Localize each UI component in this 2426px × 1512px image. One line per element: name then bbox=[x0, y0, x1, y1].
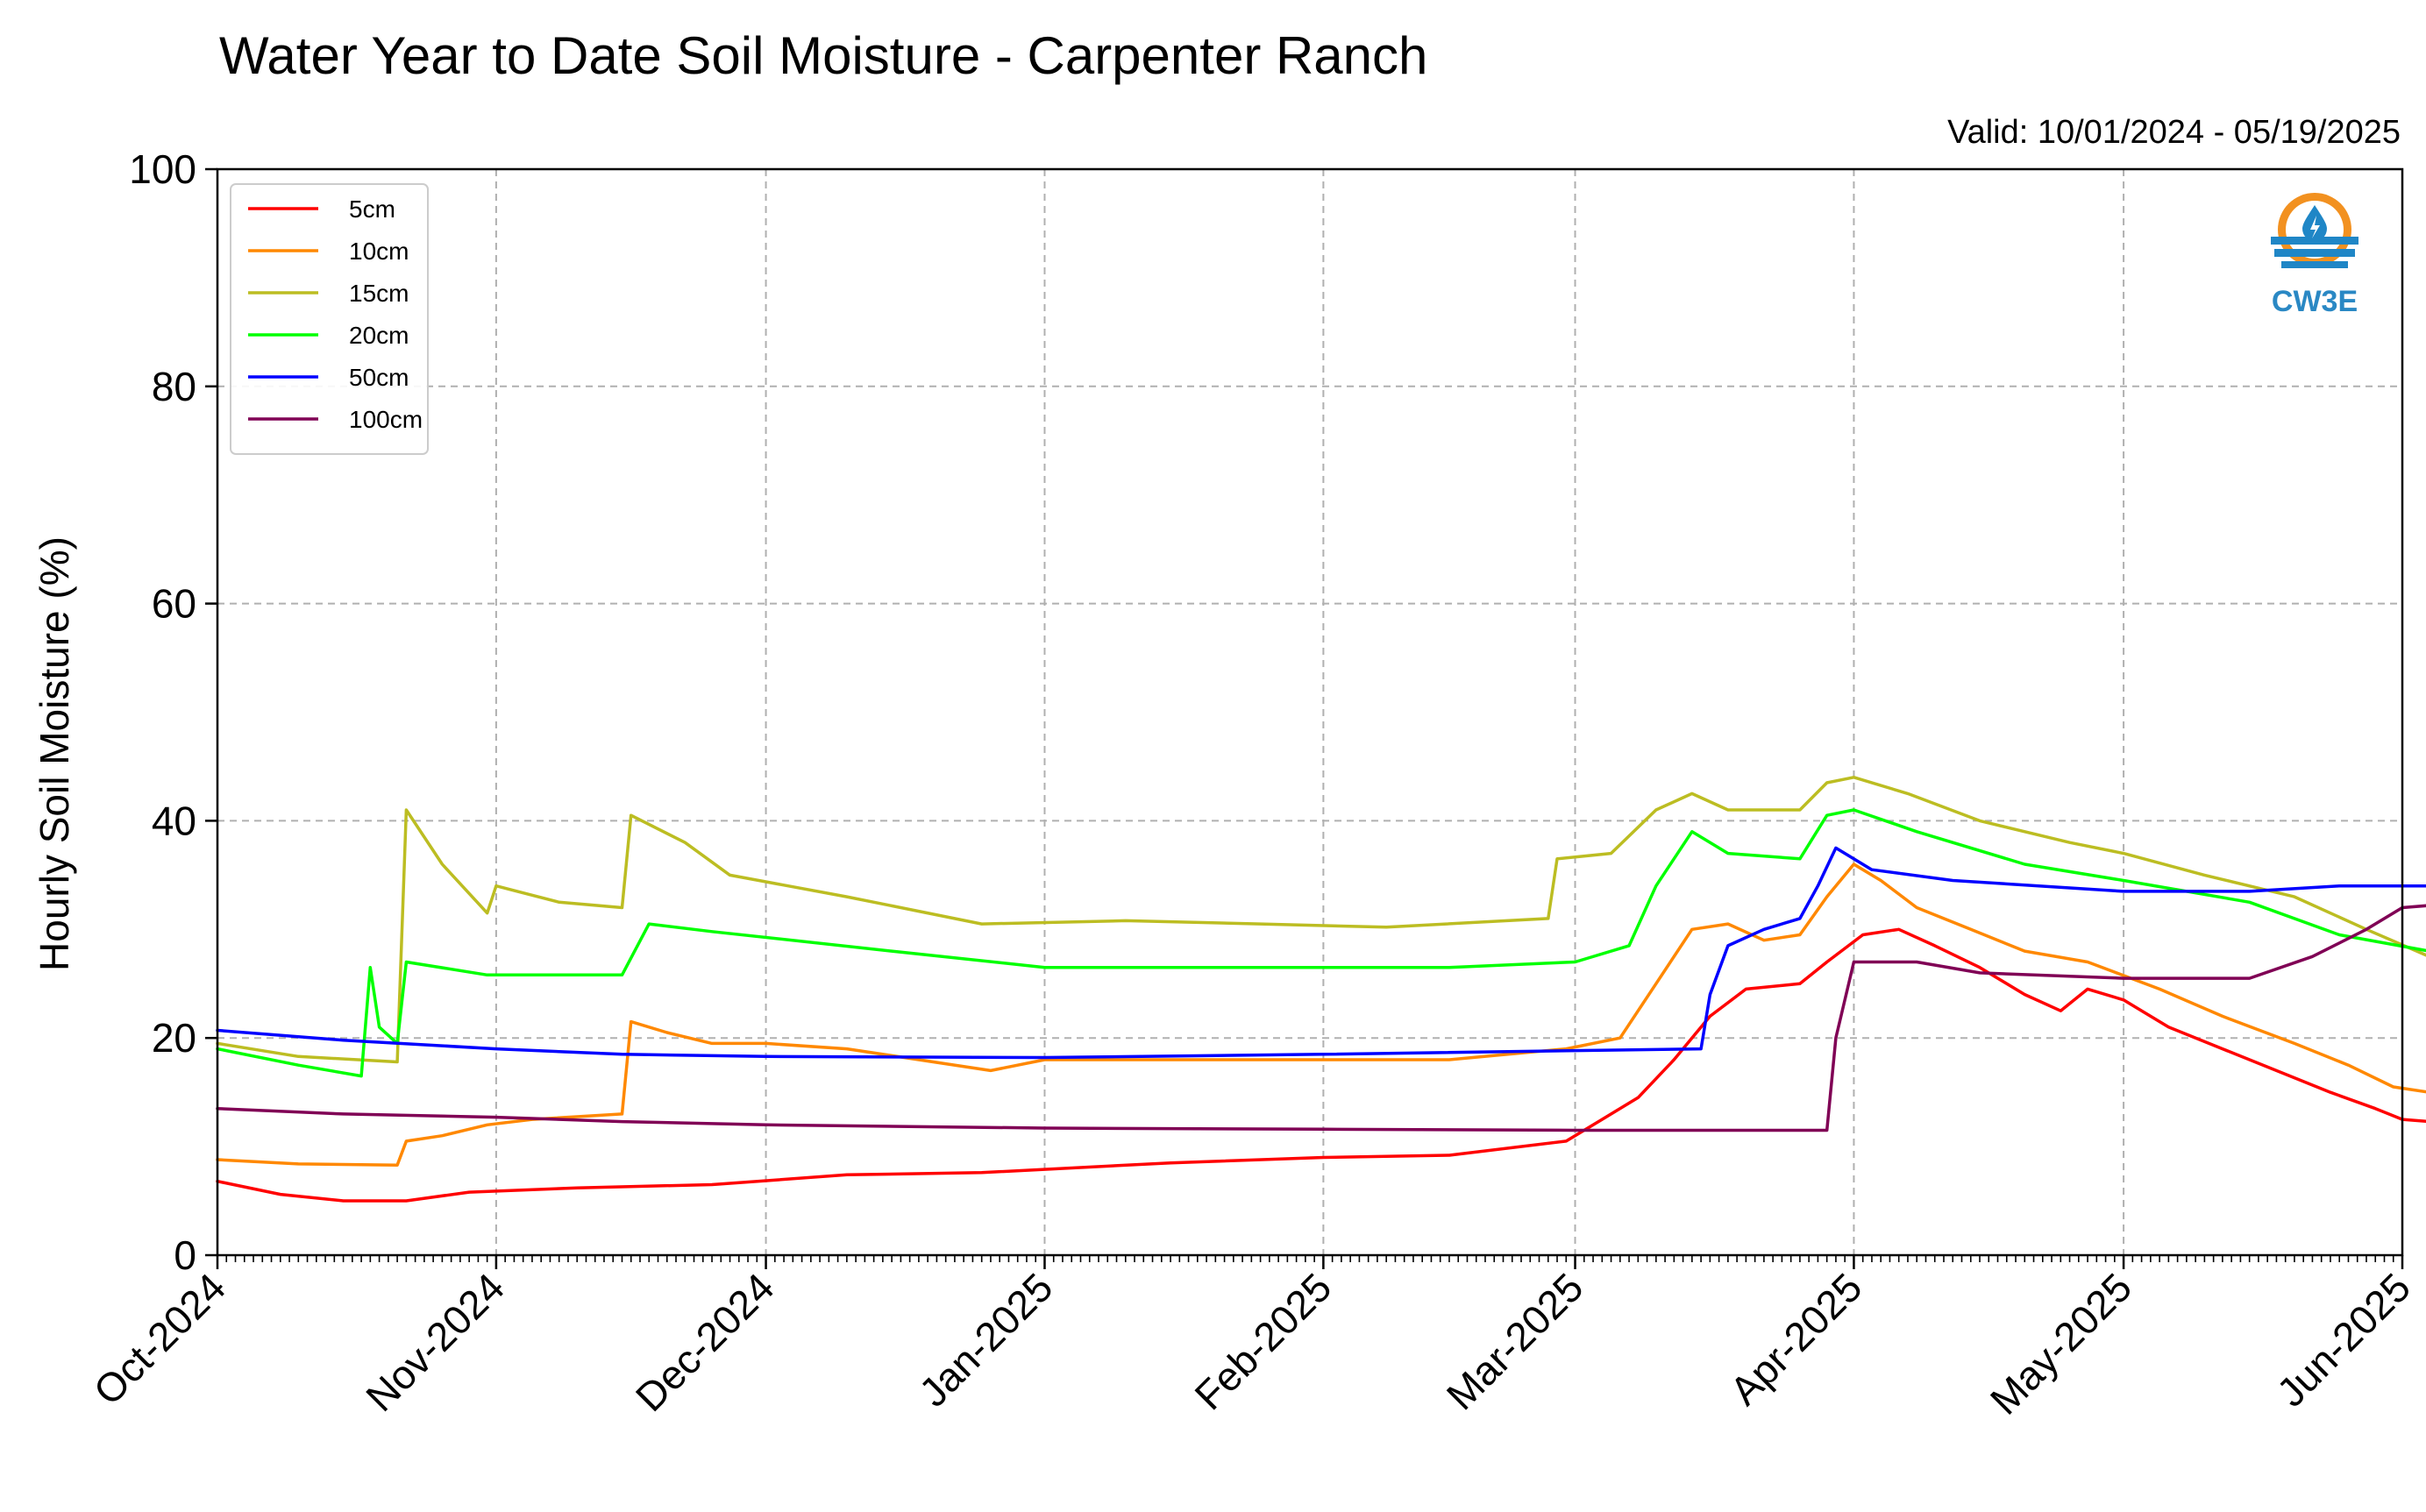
axes bbox=[205, 167, 2404, 1269]
y-tick-label: 0 bbox=[174, 1232, 196, 1278]
legend-label-15cm: 15cm bbox=[349, 280, 409, 307]
logo-wave-3 bbox=[2281, 261, 2348, 268]
legend-label-100cm: 100cm bbox=[349, 406, 423, 433]
series-line-5cm bbox=[216, 927, 2426, 1203]
cw3e-logo: CW3E bbox=[2271, 193, 2358, 318]
y-tick-label: 80 bbox=[152, 364, 196, 409]
legend-label-10cm: 10cm bbox=[349, 238, 409, 265]
legend: 5cm 10cm 15cm 20cm 50cm 100cm bbox=[230, 183, 429, 455]
series-line-15cm bbox=[216, 776, 2426, 1064]
logo-text: CW3E bbox=[2272, 285, 2358, 318]
series-line-10cm bbox=[216, 862, 2426, 1167]
y-tick-label: 20 bbox=[152, 1015, 196, 1061]
chart-title: Water Year to Date Soil Moisture - Carpe… bbox=[219, 26, 1427, 85]
legend-label-5cm: 5cm bbox=[349, 195, 395, 223]
legend-label-50cm: 50cm bbox=[349, 364, 409, 391]
series-lines bbox=[216, 776, 2426, 1203]
y-tick-label: 60 bbox=[152, 581, 196, 627]
series-line-20cm bbox=[216, 808, 2426, 1078]
series-line-100cm bbox=[216, 904, 2426, 1132]
logo-wave-2 bbox=[2274, 249, 2355, 257]
logo-drop-mark bbox=[2310, 216, 2320, 238]
plot-frame bbox=[216, 167, 2404, 1257]
series-line-50cm bbox=[216, 846, 2426, 1060]
y-axis-label: Hourly Soil Moisture (%) bbox=[32, 536, 77, 971]
legend-label-20cm: 20cm bbox=[349, 322, 409, 349]
grid-lines bbox=[217, 169, 2402, 1255]
chart-subtitle: Valid: 10/01/2024 - 05/19/2025 bbox=[1947, 114, 2401, 151]
y-tick-label: 100 bbox=[129, 146, 196, 192]
y-tick-label: 40 bbox=[152, 798, 196, 843]
